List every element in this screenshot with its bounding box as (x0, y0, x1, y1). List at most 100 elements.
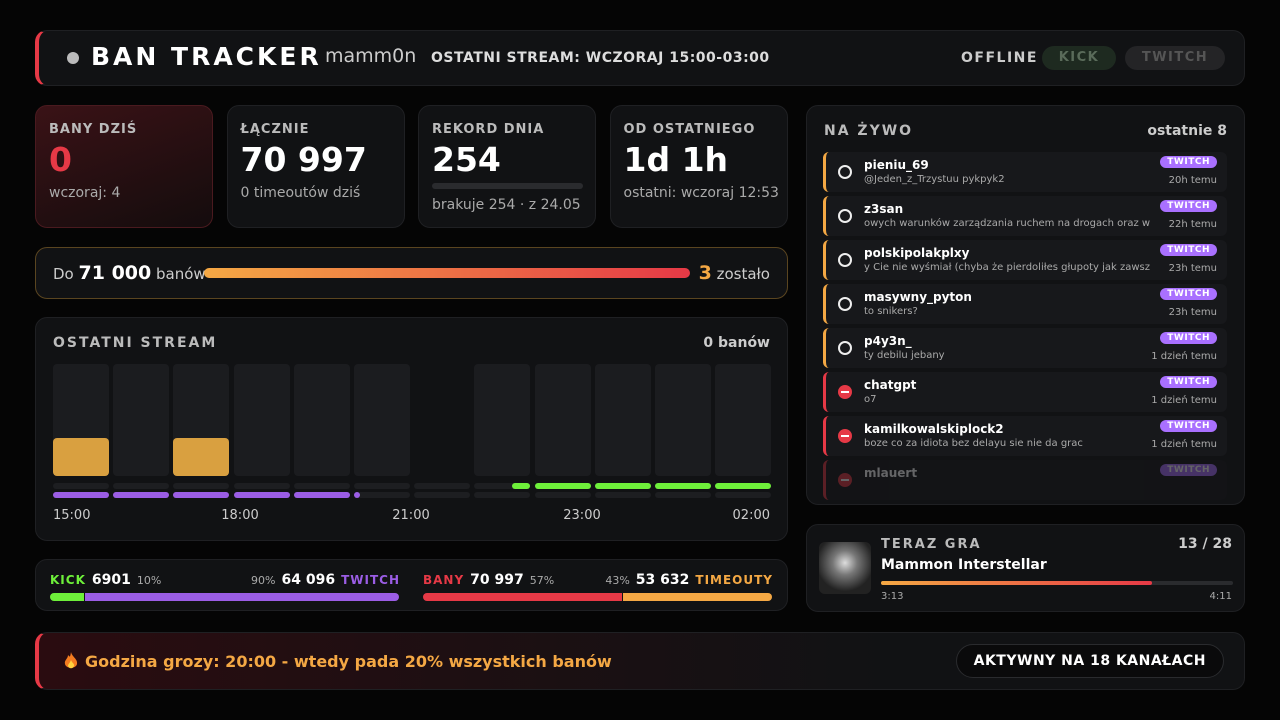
goal: Do 71 000 banów 3 zostało (35, 247, 788, 299)
live-item: z3san owych warunków zarządzania ruchem n… (823, 196, 1227, 236)
stat-sub: brakuje 254 · z 24.05 (432, 197, 581, 213)
remaining-value: 3 (698, 262, 712, 284)
stream-panel: OSTATNI STREAM 0 banów 15:00 18:00 21:00 23… (35, 317, 788, 541)
split-panel: KICK 6901 10% 90% 64 096 TWITCH BANY 70 997 57% 4… (35, 559, 788, 611)
stat-label: ŁĄCZNIE (240, 122, 310, 137)
column (113, 364, 170, 476)
stat-value: 1d 1h (623, 140, 729, 179)
time: 20h temu (1168, 175, 1217, 186)
user: kamilkowalskiplock2 (864, 422, 1004, 436)
platform-tag: TWITCH (1160, 332, 1217, 344)
event-icon (838, 429, 852, 443)
np-progress (881, 581, 1152, 585)
stat-card: ŁĄCZNIE 70 997 0 timeoutów dziś (226, 105, 405, 228)
stat-label: BANY DZIŚ (49, 122, 138, 137)
live-item: kamilkowalskiplock2 boze co za idiota bez… (823, 416, 1227, 456)
stat-card: REKORD DNIA 254 brakuje 254 · z 24.05 (418, 105, 596, 228)
split-label: KICK 6901 10% (47, 572, 164, 588)
user: masywny_pyton (864, 290, 972, 304)
fire-icon (64, 652, 78, 669)
column (293, 364, 350, 476)
user: z3san (864, 202, 904, 216)
user: mlauert (864, 466, 918, 480)
message: o7 (864, 394, 877, 405)
twitch-line (173, 492, 230, 498)
ban-block (53, 438, 109, 476)
platform-tag: TWITCH (1160, 288, 1217, 300)
split-pct: 57% (529, 574, 555, 587)
message: boze co za idiota bez delayu sie nie da … (864, 438, 1083, 449)
kick-button[interactable]: KICK (1042, 46, 1116, 70)
header: BAN TRACKER mamm0n OSTATNI STREAM: WCZOR… (35, 30, 1245, 86)
channel: mamm0n (325, 45, 417, 67)
np-label: TERAZ GRA (881, 537, 982, 552)
track (655, 492, 711, 498)
ban-block (173, 438, 230, 476)
live-item: p4y3n_ ty debilu jebany TWITCH 1 dzień temu (823, 328, 1227, 368)
message: owych warunków zarządzania ruchem na dro… (864, 218, 1151, 229)
track (53, 483, 109, 489)
split-value: 53 632 (635, 572, 690, 588)
event-icon (838, 253, 852, 267)
live-panel: NA ŻYWO ostatnie 8 pieniu_69 @Jeden_z_Trz… (806, 105, 1245, 505)
status: OFFLINE (961, 50, 1038, 66)
event-icon (838, 209, 852, 223)
goal-bar (204, 268, 690, 278)
split-name: TWITCH (341, 573, 400, 587)
goal-remaining: 3 zostało (699, 262, 770, 284)
track (534, 492, 591, 498)
stat-card: OD OSTATNIEGO 1d 1h ostatni: wczoraj 12:53 (609, 105, 788, 228)
event-icon (838, 385, 852, 399)
icon-bar (841, 479, 849, 481)
split-bar (423, 593, 622, 601)
stat-value: 0 (49, 140, 72, 179)
column (474, 364, 531, 476)
stream-summary: 0 banów (703, 335, 770, 351)
platform-tag: TWITCH (1160, 200, 1217, 212)
user: pieniu_69 (864, 158, 929, 172)
twitch-line (113, 492, 170, 498)
stat-label: OD OSTATNIEGO (623, 122, 756, 137)
platform-tag: TWITCH (1160, 376, 1217, 388)
column (534, 364, 591, 476)
track (233, 483, 290, 489)
time: 23h temu (1168, 263, 1217, 274)
message: y Cie nie wyśmiał (chyba że pierdoliłes … (864, 262, 1151, 273)
twitch-line (53, 492, 109, 498)
split-value: 6901 (91, 572, 131, 588)
time-label: 02:00 (732, 508, 770, 523)
column (354, 364, 410, 476)
alert: Godzina grozy: 20:00 - wtedy pada 20% ws… (85, 652, 612, 671)
track (414, 483, 471, 489)
platform-tag: TWITCH (1160, 156, 1217, 168)
track (474, 492, 531, 498)
status-dot (67, 52, 79, 64)
stat-sub: wczoraj: 4 (49, 185, 121, 201)
split-name: KICK (50, 573, 86, 587)
split-name: TIMEOUTY (695, 573, 773, 587)
split-label: 43% 53 632 TIMEOUTY (602, 572, 776, 588)
stat-value: 254 (432, 140, 501, 179)
goal-prefix: Do (53, 265, 74, 283)
live-item: masywny_pyton to snikers? TWITCH 23h temu (823, 284, 1227, 324)
live-item: polskipolakplxy y Cie nie wyśmiał (chyba … (823, 240, 1227, 280)
split-pct: 90% (251, 574, 276, 587)
kick-line (512, 483, 531, 489)
live-item: mlauert TWITCH (823, 460, 1227, 500)
track (715, 492, 772, 498)
np-track (881, 581, 1233, 585)
twitch-button[interactable]: TWITCH (1125, 46, 1225, 70)
kick-line (655, 483, 711, 489)
user: chatgpt (864, 378, 917, 392)
time-label: 15:00 (53, 508, 91, 523)
split-bar (50, 593, 84, 601)
live-count: ostatnie 8 (1147, 123, 1227, 139)
split-bar (622, 593, 772, 601)
split-value: 64 096 (281, 572, 336, 588)
footer: Godzina grozy: 20:00 - wtedy pada 20% ws… (35, 632, 1245, 690)
title: BAN TRACKER (91, 42, 322, 71)
time: 23h temu (1168, 307, 1217, 318)
split-label: 90% 64 096 TWITCH (248, 572, 403, 588)
goal-target: 71 000 (78, 262, 152, 284)
